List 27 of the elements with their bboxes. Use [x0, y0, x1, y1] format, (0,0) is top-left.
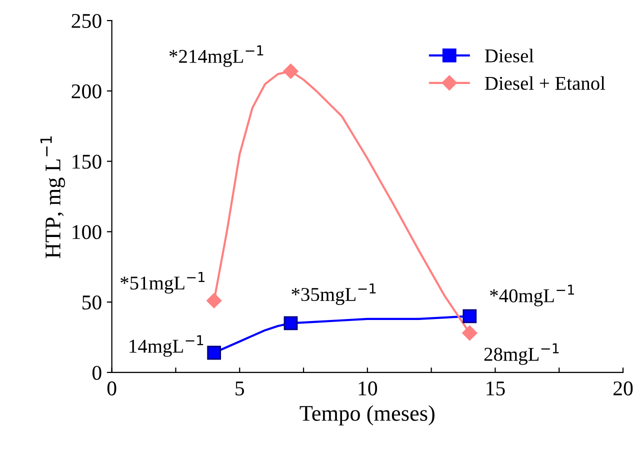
- annotation: *214mgL$^{−1}$: [169, 45, 264, 67]
- x-axis-title: Tempo (meses): [300, 405, 434, 426]
- annotation: 28mgL$^{−1}$: [484, 343, 559, 365]
- x-tick-label: 15: [486, 381, 505, 396]
- point: [206, 293, 222, 308]
- y-tick-label: 150: [72, 154, 102, 169]
- point: [462, 325, 478, 341]
- point: [283, 64, 298, 79]
- annotation: *35mgL$^{−1}$: [292, 283, 376, 306]
- y-axis-title: HTP, mg L$^{−1}$: [40, 136, 66, 258]
- x-tick-label: 0: [107, 381, 116, 396]
- x-tick-label: 5: [236, 382, 244, 396]
- annotation: *40mgL$^{−1}$: [490, 284, 574, 306]
- y-tick-label: 200: [72, 84, 102, 98]
- x-tick-label: 20: [614, 381, 633, 396]
- y-tick-label: 50: [82, 295, 102, 310]
- y-tick-label: 0: [92, 366, 102, 380]
- annotation: *51mgL$^{−1}$: [120, 272, 205, 294]
- point: [207, 346, 222, 360]
- point: [284, 316, 298, 330]
- point: [462, 309, 477, 324]
- x-tick-label: 10: [358, 381, 378, 396]
- legend-label: Diesel + Etanol: [484, 76, 606, 90]
- annotation: 14mgL$^{−1}$: [130, 335, 204, 357]
- legend-label: Diesel: [484, 48, 534, 62]
- y-tick-label: 250: [72, 14, 102, 28]
- y-tick-label: 100: [72, 225, 102, 240]
